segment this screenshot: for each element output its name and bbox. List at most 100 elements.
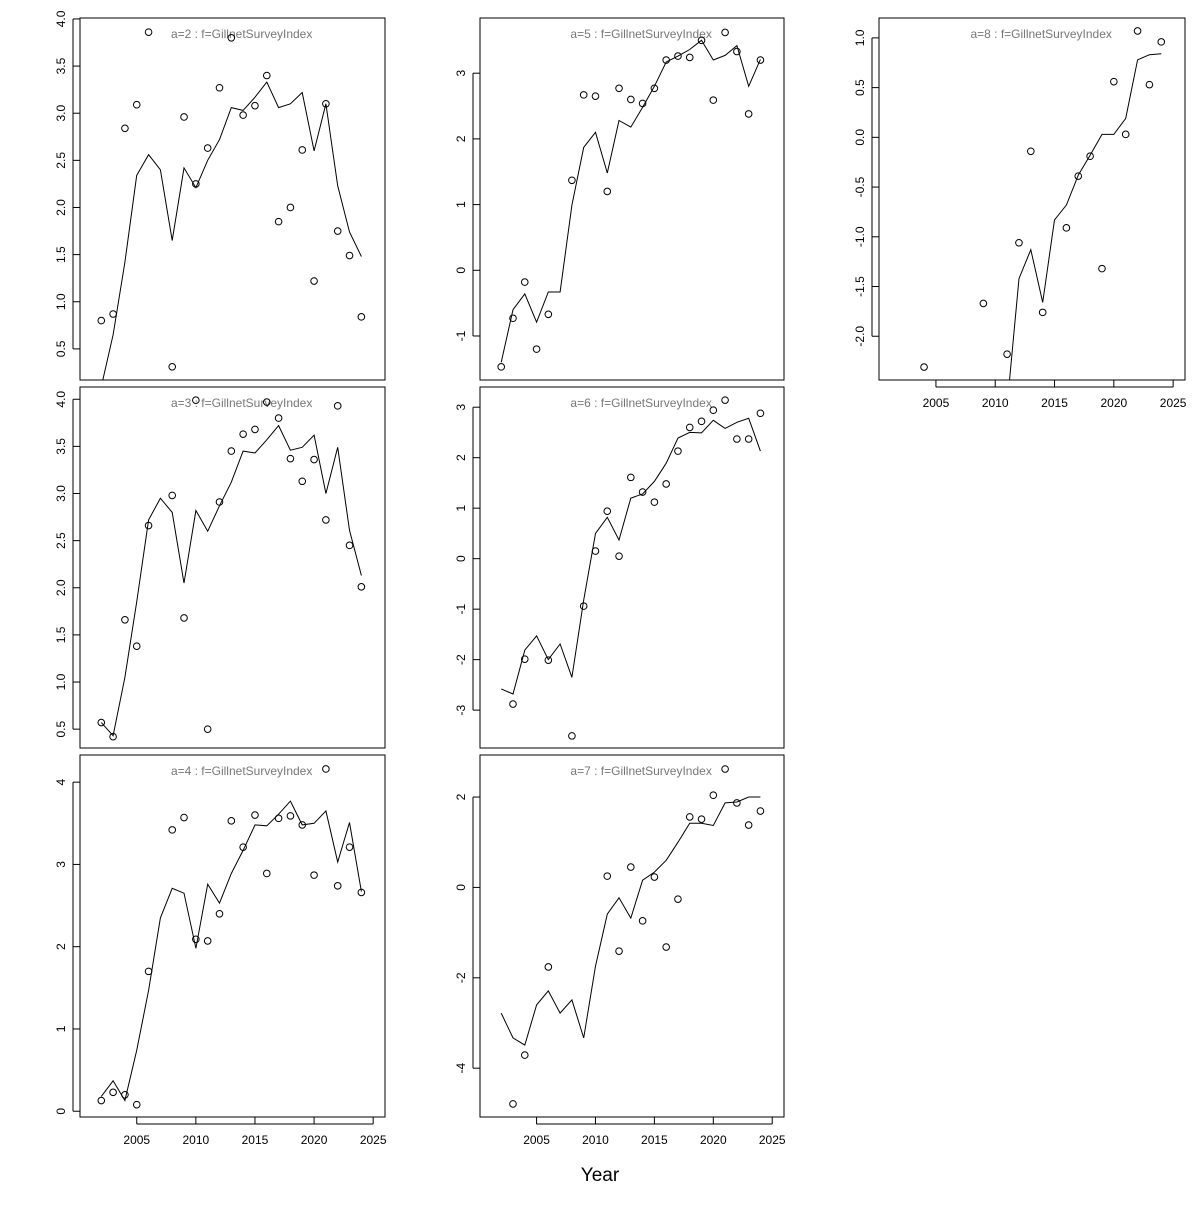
observed-point <box>121 616 129 624</box>
observed-point <box>1074 172 1083 180</box>
observed-point <box>627 473 635 482</box>
observed-point <box>97 718 106 727</box>
y-tick-label: 0.5 <box>853 79 867 96</box>
observed-point <box>215 909 224 918</box>
observed-point <box>579 91 588 99</box>
y-tick-label: 3.0 <box>54 105 68 122</box>
x-tick-label: 2005 <box>523 1133 550 1147</box>
panel-a3: 0.5 1.0 1.5 2.0 2.5 3.0 3.5 4.0 a=3 : f=GillnetS… <box>54 386 386 749</box>
observed-point <box>310 277 318 285</box>
observed-point <box>497 363 506 371</box>
y-tick-label: 2.5 <box>54 152 68 169</box>
observed-point <box>239 430 247 438</box>
observed-point <box>1110 77 1118 86</box>
y-tick-label: -1.5 <box>853 276 867 297</box>
observed-point <box>721 28 729 37</box>
observed-point <box>662 480 670 488</box>
observed-point <box>744 821 753 829</box>
observed-point <box>333 402 342 410</box>
x-tick-label: 2010 <box>582 1133 609 1147</box>
observed-point <box>638 917 647 925</box>
x-tick-label: 2020 <box>1100 396 1127 410</box>
x-tick-label: 2010 <box>183 1133 210 1147</box>
plot-area <box>497 28 765 371</box>
observed-point <box>168 826 177 834</box>
x-tick-label: 2020 <box>301 1133 328 1147</box>
panel-title: a=4 : f=GillnetSurveyIndex <box>171 764 312 778</box>
observed-point <box>615 552 623 560</box>
observed-point <box>603 187 612 196</box>
observed-point <box>286 454 295 463</box>
observed-point <box>568 732 576 740</box>
x-tick-label: 2015 <box>1041 396 1068 410</box>
observed-point <box>544 963 553 971</box>
fitted-line <box>501 417 761 695</box>
y-tick-label: 0.5 <box>54 720 68 737</box>
observed-point <box>685 813 694 821</box>
observed-point <box>591 547 600 555</box>
observed-point <box>520 278 529 286</box>
panel-title: a=2 : f=GillnetSurveyIndex <box>171 27 312 41</box>
y-tick-label: 4 <box>54 778 68 785</box>
y-tick-label: 0.5 <box>54 340 68 357</box>
observed-point <box>509 700 517 708</box>
observed-point <box>744 110 753 118</box>
observed-point <box>168 491 177 500</box>
observed-point <box>697 815 706 823</box>
y-tick-label: 3 <box>454 70 468 77</box>
observed-point <box>262 71 271 80</box>
y-tick-label: 2 <box>454 135 468 142</box>
y-tick-label: -1 <box>454 330 468 341</box>
panel-title: a=6 : f=GillnetSurveyIndex <box>570 396 711 410</box>
observed-point <box>1157 38 1166 46</box>
observed-point <box>144 28 153 36</box>
observed-point <box>121 124 129 133</box>
x-tick-label: 2005 <box>923 396 950 410</box>
observed-point <box>733 799 741 807</box>
y-tick-label: 4.0 <box>54 391 68 408</box>
observed-point <box>286 203 295 212</box>
observed-point <box>132 642 141 651</box>
observed-point <box>674 895 682 903</box>
observed-point <box>357 583 366 591</box>
y-tick-label: -2 <box>454 654 468 665</box>
observed-point <box>733 435 741 443</box>
observed-point <box>203 725 212 733</box>
observed-point <box>544 656 553 664</box>
observed-point <box>168 363 177 371</box>
observed-point <box>274 217 283 226</box>
observed-point <box>756 807 765 815</box>
y-tick-label: 2 <box>54 943 68 950</box>
y-tick-label: 4.0 <box>54 10 68 27</box>
observed-point <box>568 176 576 185</box>
observed-point <box>603 507 612 516</box>
observed-point <box>227 447 236 455</box>
y-tick-label: 1 <box>454 201 468 208</box>
observed-point <box>132 1100 141 1109</box>
plot-frame <box>79 386 386 749</box>
observed-point <box>144 521 153 530</box>
y-tick-label: 0 <box>454 555 468 562</box>
observed-point <box>345 251 354 260</box>
observed-point <box>756 409 765 418</box>
observed-point <box>650 873 659 881</box>
observed-point <box>721 396 729 404</box>
observed-point <box>251 811 259 819</box>
y-tick-label: 3 <box>454 404 468 411</box>
observed-point <box>322 516 330 524</box>
observed-point <box>1003 350 1011 358</box>
x-tick-label: 2010 <box>982 396 1009 410</box>
fitted-line <box>100 424 362 737</box>
observed-point <box>333 882 342 890</box>
panel-title: a=8 : f=GillnetSurveyIndex <box>970 27 1111 41</box>
fitted-line <box>100 800 362 1102</box>
observed-point <box>251 101 259 110</box>
observed-point <box>310 871 318 879</box>
y-tick-label: 3.0 <box>54 485 68 502</box>
observed-point <box>662 56 670 64</box>
observed-point <box>109 732 117 741</box>
observed-point <box>532 345 541 353</box>
x-tick-label: 2020 <box>700 1133 727 1147</box>
observed-point <box>615 84 623 93</box>
